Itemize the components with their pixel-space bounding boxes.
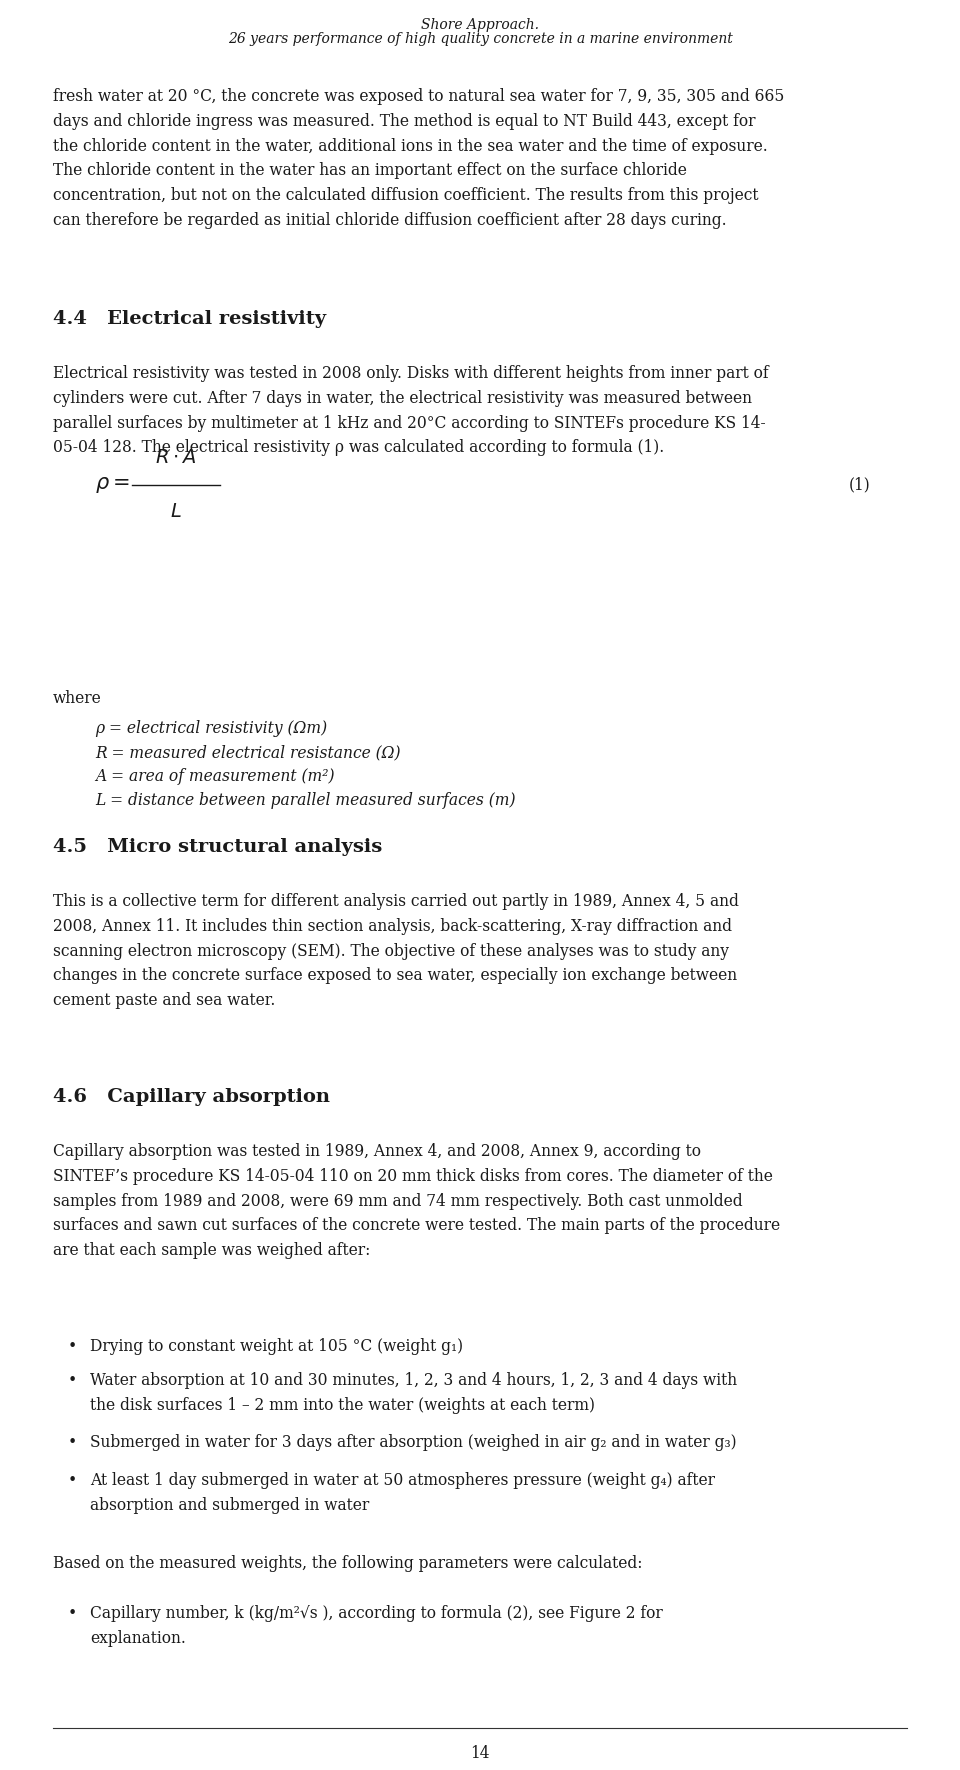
Text: A = area of measurement (m²): A = area of measurement (m²) — [95, 768, 334, 786]
Text: (1): (1) — [849, 476, 870, 494]
Text: Capillary number, k (kg/m²√s ), according to formula (2), see Figure 2 for
expla: Capillary number, k (kg/m²√s ), accordin… — [90, 1605, 662, 1646]
Text: Water absorption at 10 and 30 minutes, 1, 2, 3 and 4 hours, 1, 2, 3 and 4 days w: Water absorption at 10 and 30 minutes, 1… — [90, 1372, 737, 1414]
Text: Capillary absorption was tested in 1989, Annex 4, and 2008, Annex 9, according t: Capillary absorption was tested in 1989,… — [53, 1143, 780, 1258]
Text: •: • — [67, 1473, 77, 1489]
Text: where: where — [53, 690, 102, 706]
Text: L = distance between parallel measured surfaces (m): L = distance between parallel measured s… — [95, 791, 516, 809]
Text: fresh water at 20 °C, the concrete was exposed to natural sea water for 7, 9, 35: fresh water at 20 °C, the concrete was e… — [53, 88, 784, 228]
Text: 4.6   Capillary absorption: 4.6 Capillary absorption — [53, 1089, 330, 1106]
Text: $L$: $L$ — [170, 503, 181, 520]
Text: •: • — [67, 1338, 77, 1356]
Text: •: • — [67, 1605, 77, 1621]
Text: 4.4   Electrical resistivity: 4.4 Electrical resistivity — [53, 310, 326, 327]
Text: Submerged in water for 3 days after absorption (weighed in air g₂ and in water g: Submerged in water for 3 days after abso… — [90, 1434, 736, 1451]
Text: 26 years performance of high quality concrete in a marine environment: 26 years performance of high quality con… — [228, 32, 732, 46]
Text: R = measured electrical resistance (Ω): R = measured electrical resistance (Ω) — [95, 743, 400, 761]
Text: This is a collective term for different analysis carried out partly in 1989, Ann: This is a collective term for different … — [53, 894, 739, 1009]
Text: At least 1 day submerged in water at 50 atmospheres pressure (weight g₄) after
a: At least 1 day submerged in water at 50 … — [90, 1473, 715, 1513]
Text: Drying to constant weight at 105 °C (weight g₁): Drying to constant weight at 105 °C (wei… — [90, 1338, 463, 1356]
Text: $\rho =$: $\rho =$ — [95, 474, 130, 496]
Text: 4.5   Micro structural analysis: 4.5 Micro structural analysis — [53, 837, 382, 857]
Text: 14: 14 — [470, 1745, 490, 1761]
Text: •: • — [67, 1372, 77, 1389]
Text: Based on the measured weights, the following parameters were calculated:: Based on the measured weights, the follo… — [53, 1556, 642, 1572]
Text: Shore Approach.: Shore Approach. — [421, 18, 539, 32]
Text: •: • — [67, 1434, 77, 1451]
Text: $R \cdot A$: $R \cdot A$ — [156, 450, 197, 467]
Text: ρ = electrical resistivity (Ωm): ρ = electrical resistivity (Ωm) — [95, 720, 327, 736]
Text: Electrical resistivity was tested in 2008 only. Disks with different heights fro: Electrical resistivity was tested in 200… — [53, 365, 769, 457]
